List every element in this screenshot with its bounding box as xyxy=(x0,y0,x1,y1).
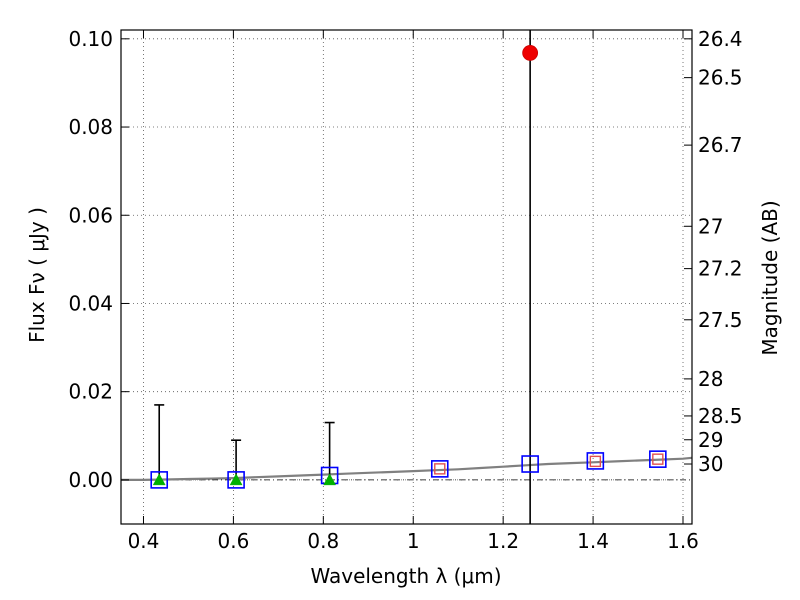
model-photometry-point xyxy=(227,471,245,489)
x-axis-label: Wavelength λ (μm) xyxy=(310,564,501,588)
observed-point xyxy=(652,453,664,465)
mag-tick-label: 26.7 xyxy=(698,133,743,157)
upper-limit-marker xyxy=(152,473,166,486)
y-tick-label: 0.04 xyxy=(68,291,113,315)
mag-tick-label: 28 xyxy=(698,367,723,391)
y-axis-label: Flux Fν ( μJy ) xyxy=(25,207,49,343)
x-tick-label: 0.4 xyxy=(128,529,160,553)
y-tick-label: 0.06 xyxy=(68,203,113,227)
observed-point xyxy=(589,455,602,468)
x-tick-label: 0.8 xyxy=(307,529,339,553)
model-spectrum-line xyxy=(121,456,693,481)
upper-limit-marker xyxy=(229,473,243,486)
x-tick-label: 1.2 xyxy=(487,529,519,553)
model-photometry-point xyxy=(150,471,169,489)
x-tick-label: 0.6 xyxy=(217,529,249,553)
mag-tick-label: 27 xyxy=(698,214,723,238)
observed-point xyxy=(434,463,446,475)
y-tick-label: 0.02 xyxy=(68,380,113,404)
model-photometry-point xyxy=(521,455,539,473)
x-tick-label: 1 xyxy=(407,529,420,553)
data-layer xyxy=(121,30,693,524)
y-tick-label: 0.00 xyxy=(68,468,113,492)
y2-axis-label: Magnitude (AB) xyxy=(758,200,782,355)
upper-limit-marker xyxy=(323,473,337,486)
x-tick-label: 1.6 xyxy=(667,529,699,553)
x-tick-label: 1.4 xyxy=(577,529,609,553)
plot-frame xyxy=(120,29,693,525)
model-photometry-point xyxy=(430,460,449,478)
mag-tick-label: 28.5 xyxy=(698,404,743,428)
mag-tick-label: 26.5 xyxy=(698,66,743,90)
mag-tick-label: 30 xyxy=(698,452,723,476)
mag-tick-label: 27.2 xyxy=(698,257,743,281)
model-photometry-point xyxy=(586,452,605,470)
outlier-point xyxy=(522,45,539,61)
tick-layer: 0.4 0.6 0.8 1 1.2 1.4 1.6 0.00 0.02 0.04 0.06 0.08 0… xyxy=(68,27,742,553)
mag-tick-label: 26.4 xyxy=(698,27,743,51)
mag-tick-label: 27.5 xyxy=(698,308,743,332)
y-tick-label: 0.08 xyxy=(68,115,113,139)
y-tick-label: 0.10 xyxy=(68,27,113,51)
mag-tick-label: 29 xyxy=(698,428,723,452)
model-photometry-point xyxy=(649,450,667,468)
